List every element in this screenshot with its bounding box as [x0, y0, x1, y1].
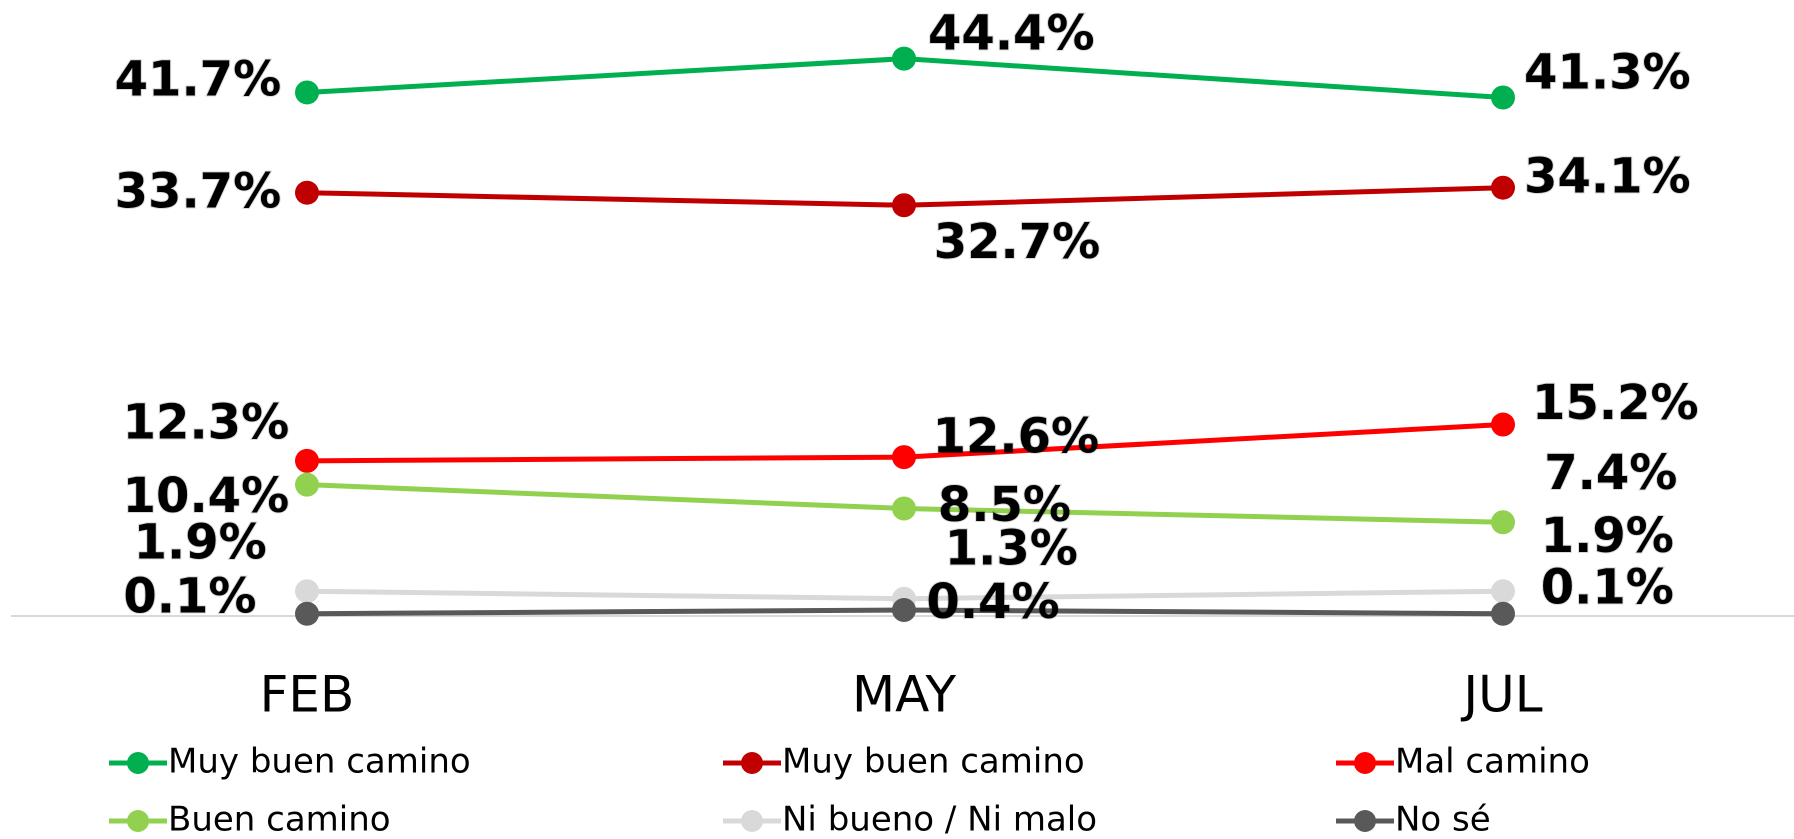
data-label: 34.1%	[1524, 149, 1691, 205]
data-label: 0.1%	[123, 568, 256, 624]
legend-marker	[127, 810, 149, 832]
legend-label: Buen camino	[168, 800, 391, 839]
marker	[892, 193, 916, 218]
marker	[1491, 579, 1515, 604]
marker	[295, 601, 319, 626]
x-tick-label: MAY	[852, 666, 956, 724]
data-label: 10.4%	[123, 468, 290, 524]
marker	[1491, 601, 1515, 626]
marker	[892, 496, 916, 521]
marker	[295, 472, 319, 497]
data-label: 0.1%	[1541, 559, 1674, 615]
data-label: 7.4%	[1544, 445, 1677, 501]
x-tick-label: FEB	[260, 666, 355, 724]
data-label: 1.3%	[945, 520, 1078, 576]
marker	[1491, 412, 1515, 437]
data-label: 0.4%	[926, 574, 1059, 630]
marker	[892, 445, 916, 470]
marker	[295, 448, 319, 473]
data-label: 41.3%	[1524, 45, 1691, 101]
data-label: 41.7%	[115, 51, 282, 107]
data-label: 33.7%	[115, 163, 282, 219]
data-label: 1.9%	[134, 515, 267, 571]
legend-label: Muy buen camino	[782, 742, 1085, 782]
legend-label: Mal camino	[1395, 742, 1590, 782]
marker	[892, 46, 916, 71]
marker	[1491, 510, 1515, 535]
legend-marker	[741, 810, 763, 832]
legend-label: Muy buen camino	[168, 742, 471, 782]
data-label: 15.2%	[1532, 375, 1699, 431]
marker	[1491, 175, 1515, 200]
data-label: 1.9%	[1541, 508, 1674, 564]
marker	[1491, 85, 1515, 110]
legend-marker	[741, 752, 763, 774]
data-label: 8.5%	[938, 477, 1071, 533]
data-label: 44.4%	[928, 6, 1095, 62]
legend-marker	[1354, 752, 1376, 774]
data-label: 32.7%	[934, 214, 1101, 270]
data-label: 12.6%	[933, 408, 1100, 464]
marker	[892, 597, 916, 622]
legend-marker	[1354, 810, 1376, 832]
marker	[295, 579, 319, 604]
legend-label: No sé	[1395, 800, 1491, 839]
legend-marker	[127, 752, 149, 774]
data-label: 12.3%	[123, 395, 290, 451]
marker	[295, 80, 319, 105]
x-tick-label: JUL	[1460, 666, 1542, 724]
legend-label: Ni bueno / Ni malo	[782, 800, 1097, 839]
marker	[295, 180, 319, 205]
